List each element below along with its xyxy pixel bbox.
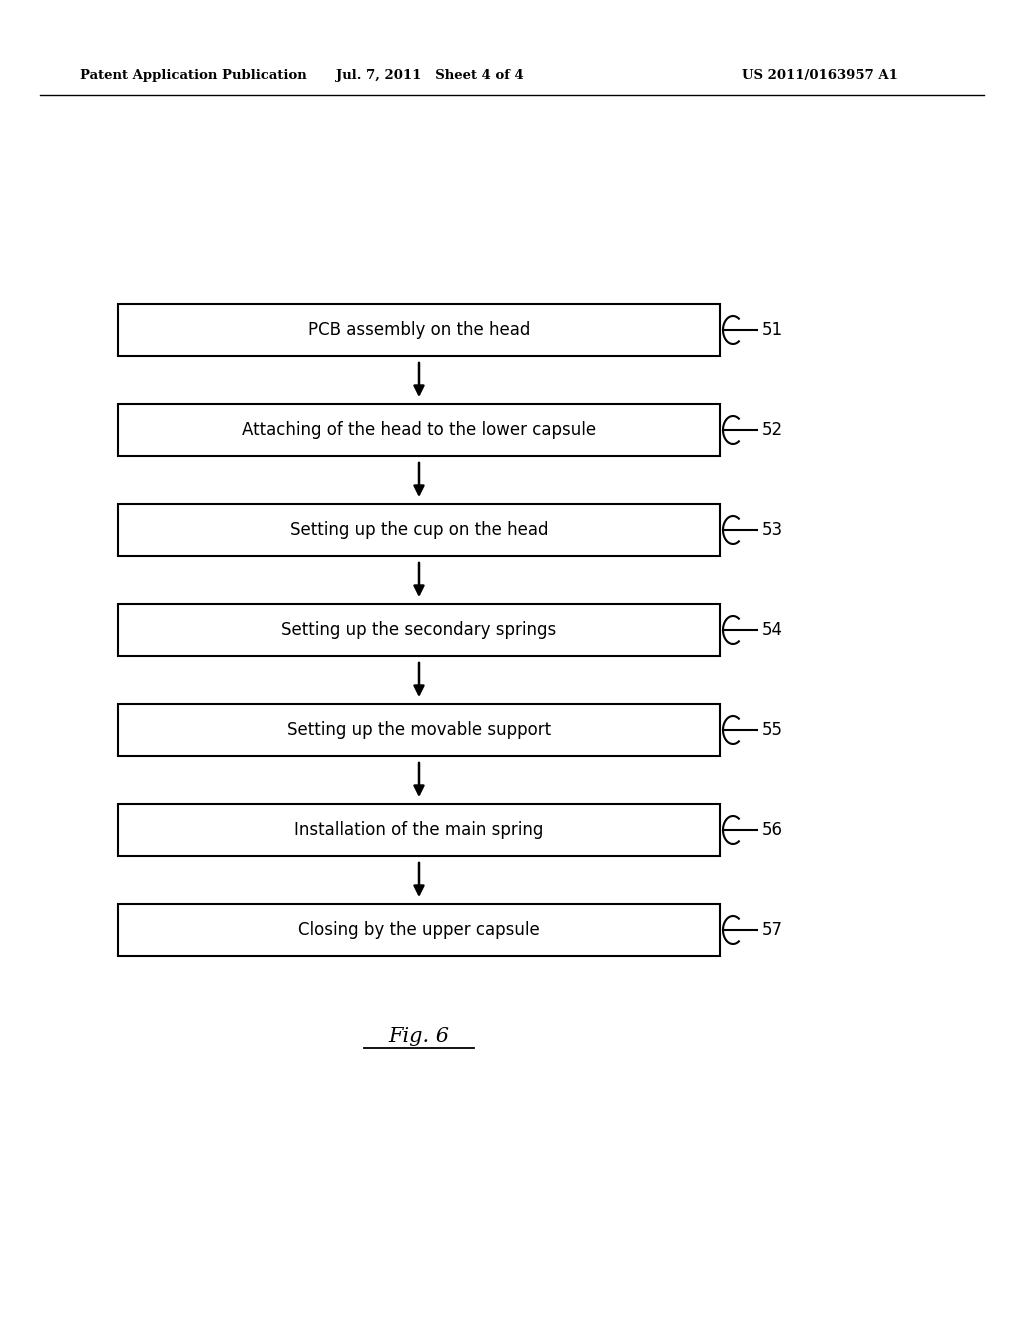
Text: 53: 53 bbox=[762, 521, 783, 539]
Text: 57: 57 bbox=[762, 921, 783, 939]
Text: Attaching of the head to the lower capsule: Attaching of the head to the lower capsu… bbox=[242, 421, 596, 440]
Bar bbox=[118, 504, 720, 556]
Text: 55: 55 bbox=[762, 721, 783, 739]
Bar bbox=[118, 704, 720, 756]
Text: US 2011/0163957 A1: US 2011/0163957 A1 bbox=[742, 69, 898, 82]
Text: Setting up the secondary springs: Setting up the secondary springs bbox=[282, 620, 557, 639]
Text: Patent Application Publication: Patent Application Publication bbox=[80, 69, 307, 82]
Text: 51: 51 bbox=[762, 321, 783, 339]
Text: Jul. 7, 2011   Sheet 4 of 4: Jul. 7, 2011 Sheet 4 of 4 bbox=[336, 69, 524, 82]
Text: PCB assembly on the head: PCB assembly on the head bbox=[308, 321, 530, 339]
Bar bbox=[118, 304, 720, 356]
Text: Installation of the main spring: Installation of the main spring bbox=[294, 821, 544, 840]
Bar bbox=[118, 605, 720, 656]
Text: Setting up the cup on the head: Setting up the cup on the head bbox=[290, 521, 548, 539]
Text: 52: 52 bbox=[762, 421, 783, 440]
Text: Closing by the upper capsule: Closing by the upper capsule bbox=[298, 921, 540, 939]
Text: 54: 54 bbox=[762, 620, 783, 639]
Bar bbox=[118, 904, 720, 956]
Text: 56: 56 bbox=[762, 821, 783, 840]
Text: Fig. 6: Fig. 6 bbox=[388, 1027, 450, 1045]
Text: Setting up the movable support: Setting up the movable support bbox=[287, 721, 551, 739]
Bar bbox=[118, 804, 720, 855]
Bar bbox=[118, 404, 720, 455]
